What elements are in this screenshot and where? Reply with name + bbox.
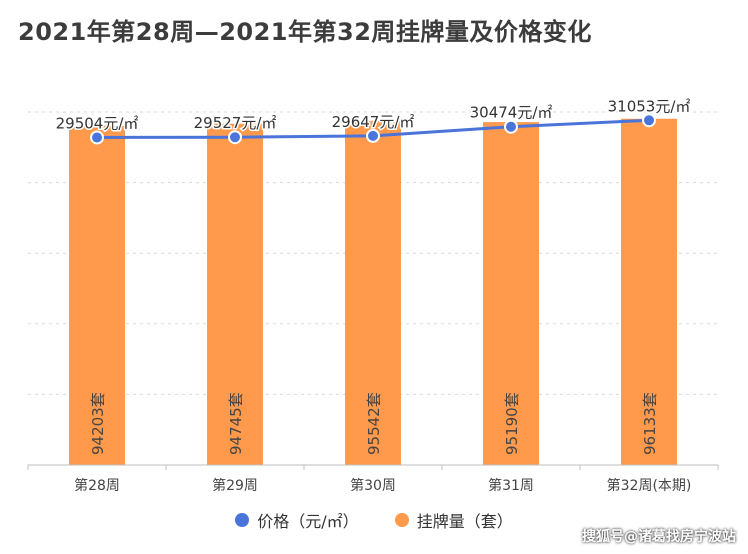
price-point[interactable] xyxy=(90,130,104,145)
bar[interactable] xyxy=(621,118,677,466)
line-value-labels: 29504元/㎡ 29527元/㎡ 29647元/㎡ 30474元/㎡ 31053元/㎡ xyxy=(54,96,692,134)
bar[interactable] xyxy=(345,120,401,465)
x-tick-label: 第28周 xyxy=(74,477,120,494)
price-point[interactable] xyxy=(504,119,518,134)
legend-label-price: 价格（元/㎡） xyxy=(257,512,359,531)
price-value-label: 30474元/㎡ xyxy=(470,104,553,122)
bar[interactable] xyxy=(207,123,263,465)
legend-label-listings: 挂牌量（套） xyxy=(416,512,513,531)
legend-item-price[interactable]: 价格（元/㎡） xyxy=(235,508,359,532)
price-value-label: 29527元/㎡ xyxy=(194,114,277,132)
legend: 价格（元/㎡） 挂牌量（套） xyxy=(0,508,748,532)
legend-swatch-listings xyxy=(394,513,409,527)
legend-item-listings[interactable]: 挂牌量（套） xyxy=(394,508,513,532)
bar-value-label: 95190套 xyxy=(503,392,521,455)
x-tick-label: 第31周 xyxy=(488,477,534,494)
price-value-label: 29504元/㎡ xyxy=(56,114,139,132)
bar-value-label: 96133套 xyxy=(641,392,659,455)
chart-title: 2021年第28周—2021年第32周挂牌量及价格变化 xyxy=(18,18,592,46)
bar[interactable] xyxy=(69,125,125,466)
bar-value-labels: 94203套 94745套 95542套 95190套 96133套 xyxy=(89,392,659,455)
price-value-label: 31053元/㎡ xyxy=(608,97,691,115)
x-tick-label: 第32周(本期) xyxy=(607,477,692,494)
x-tick-label: 第29周 xyxy=(212,477,258,494)
x-axis: 第28周 第29周 第30周 第31周 第32周(本期) xyxy=(27,464,719,494)
price-point[interactable] xyxy=(366,128,380,143)
bar[interactable] xyxy=(483,122,539,465)
price-value-label: 29647元/㎡ xyxy=(332,113,415,131)
bar-value-label: 95542套 xyxy=(365,392,383,455)
bar-series xyxy=(69,118,677,466)
watermark: 搜狐号@诸葛找房宁波站 xyxy=(582,529,736,545)
line-points xyxy=(90,113,656,145)
price-point[interactable] xyxy=(228,130,242,145)
bar-value-label: 94203套 xyxy=(89,392,107,455)
price-point[interactable] xyxy=(642,113,656,128)
bar-value-label: 94745套 xyxy=(227,392,245,455)
legend-swatch-price xyxy=(235,513,250,527)
x-tick-label: 第30周 xyxy=(350,477,396,494)
